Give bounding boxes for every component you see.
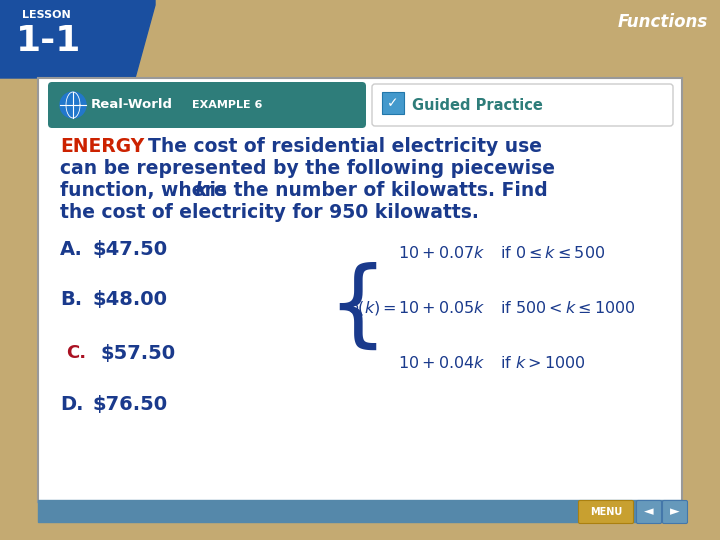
- Text: Real-World: Real-World: [91, 98, 173, 111]
- Bar: [382, 92, 404, 114]
- Text: $10+0.07k$: $10+0.07k$: [398, 245, 485, 261]
- FancyBboxPatch shape: [662, 501, 688, 523]
- Text: LESSON: LESSON: [22, 10, 71, 20]
- Text: the cost of electricity for 950 kilowatts.: the cost of electricity for 950 kilowatt…: [60, 203, 479, 222]
- Polygon shape: [0, 0, 155, 78]
- Text: $57.50: $57.50: [100, 344, 175, 363]
- Text: ◄: ◄: [644, 505, 654, 518]
- Bar: [38, 500, 682, 522]
- Text: B.: B.: [60, 290, 82, 309]
- Text: is the number of kilowatts. Find: is the number of kilowatts. Find: [203, 181, 548, 200]
- Text: 1-1: 1-1: [16, 24, 81, 58]
- Text: if $k > 1000$: if $k > 1000$: [500, 355, 585, 371]
- Text: Functions: Functions: [618, 13, 708, 31]
- Text: $10+0.04k$: $10+0.04k$: [398, 355, 485, 371]
- Text: k: k: [194, 181, 207, 200]
- Text: A.: A.: [60, 240, 83, 259]
- Text: $47.50: $47.50: [93, 240, 168, 259]
- Text: $10+0.05k$: $10+0.05k$: [398, 300, 485, 316]
- FancyBboxPatch shape: [372, 84, 673, 126]
- Text: C.: C.: [66, 344, 86, 362]
- Text: $e(k) =$: $e(k) =$: [348, 299, 397, 317]
- Text: D.: D.: [60, 395, 84, 414]
- Circle shape: [60, 92, 86, 118]
- Text: $76.50: $76.50: [93, 395, 168, 414]
- Text: if $0\leq k\leq 500$: if $0\leq k\leq 500$: [500, 245, 606, 261]
- Text: Guided Practice: Guided Practice: [412, 98, 543, 112]
- Text: {: {: [327, 262, 387, 354]
- FancyBboxPatch shape: [578, 501, 634, 523]
- Text: can be represented by the following piecewise: can be represented by the following piec…: [60, 159, 555, 178]
- Text: ENERGY: ENERGY: [60, 137, 144, 156]
- Text: MENU: MENU: [590, 507, 622, 517]
- Text: The cost of residential electricity use: The cost of residential electricity use: [148, 137, 542, 156]
- Text: ✓: ✓: [387, 96, 399, 110]
- Text: EXAMPLE 6: EXAMPLE 6: [192, 100, 262, 110]
- Text: ►: ►: [670, 505, 680, 518]
- FancyBboxPatch shape: [48, 82, 366, 128]
- Text: function, where: function, where: [60, 181, 233, 200]
- FancyBboxPatch shape: [636, 501, 662, 523]
- Text: $48.00: $48.00: [93, 290, 168, 309]
- Text: if $500 < k\leq 1000$: if $500 < k\leq 1000$: [500, 300, 636, 316]
- Bar: [38, 78, 682, 502]
